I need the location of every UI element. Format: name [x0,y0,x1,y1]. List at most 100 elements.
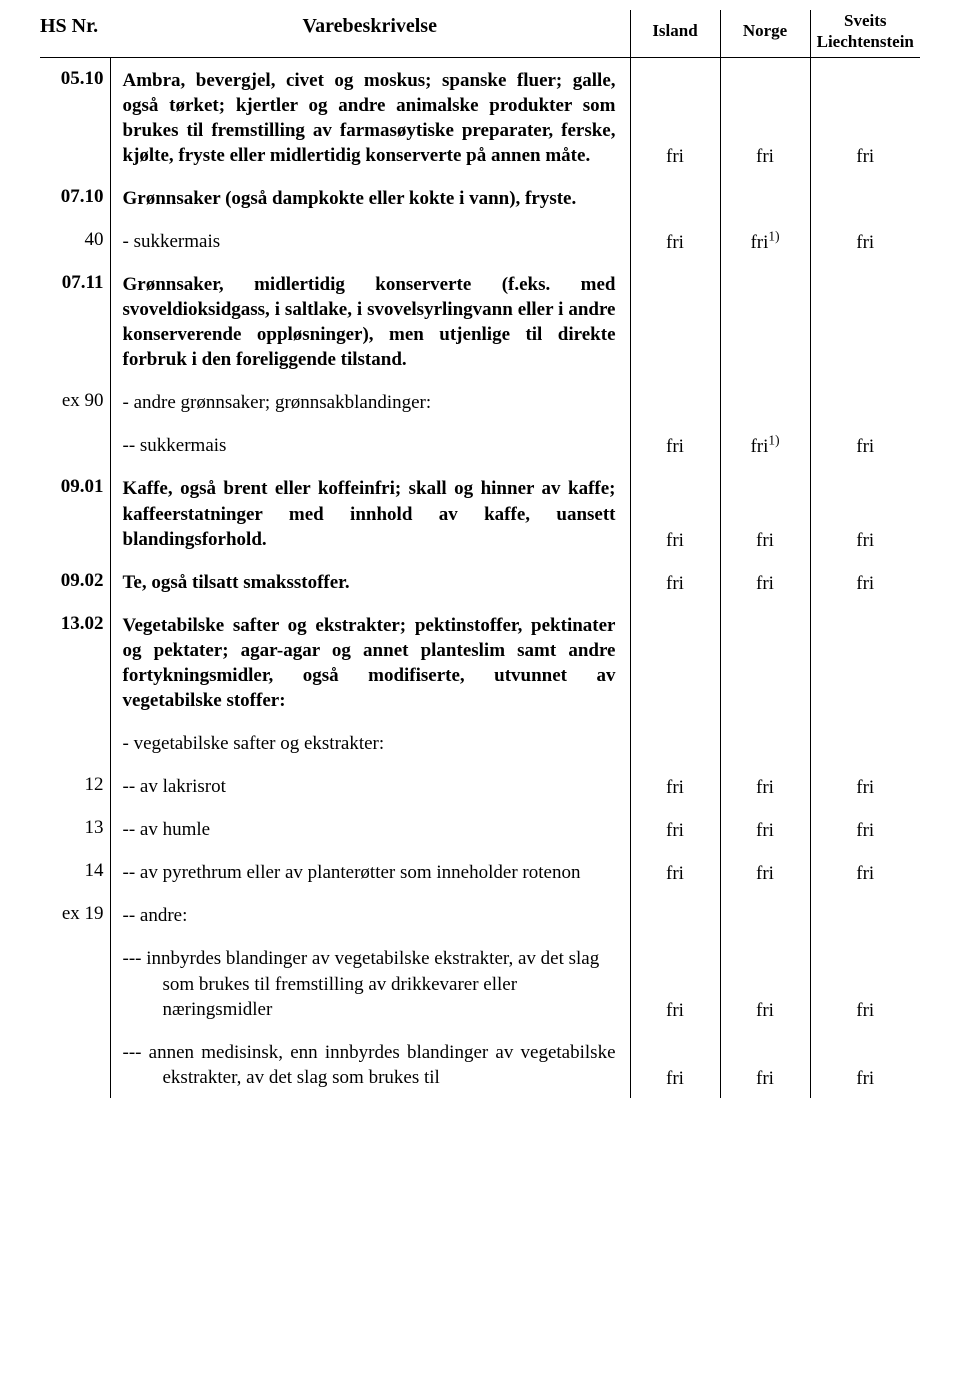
table-row: -- sukkermais fri fri1) fri [40,423,920,466]
header-swiss: Sveits Liechtenstein [810,10,920,57]
hs-code [40,423,110,466]
cell-norway: fri [720,57,810,176]
table-row: 09.02 Te, også tilsatt smaksstoffer. fri… [40,560,920,603]
hs-code: 09.01 [40,466,110,559]
hs-code: ex 90 [40,380,110,423]
row-description: Grønnsaker, midlertidig konserverte (f.e… [110,262,630,380]
row-description-text: --- annen medisinsk, enn innbyrdes bland… [123,1040,616,1090]
hs-code [40,1030,110,1098]
row-description: -- andre: [110,893,630,936]
cell-norway: fri [720,1030,810,1098]
hs-code: 07.11 [40,262,110,380]
row-description: Grønnsaker (også dampkokte eller kokte i… [110,176,630,219]
cell-swiss: fri [810,57,920,176]
table-row: 09.01 Kaffe, også brent eller koffeinfri… [40,466,920,559]
table-row: --- innbyrdes blandinger av vegetabilske… [40,936,920,1029]
cell-swiss [810,721,920,764]
hs-code: 07.10 [40,176,110,219]
table-row: 05.10 Ambra, bevergjel, civet og moskus;… [40,57,920,176]
hs-code: 13 [40,807,110,850]
cell-norway: fri [720,850,810,893]
cell-norway [720,603,810,721]
cell-swiss: fri [810,850,920,893]
cell-norway: fri [720,764,810,807]
cell-iceland: fri [630,423,720,466]
cell-iceland: fri [630,466,720,559]
hs-code: 40 [40,219,110,262]
cell-iceland [630,893,720,936]
header-iceland: Island [630,10,720,57]
cell-swiss: fri [810,466,920,559]
row-description: - andre grønnsaker; grønnsakblandinger: [110,380,630,423]
hs-code [40,936,110,1029]
header-hs: HS Nr. [40,10,110,57]
cell-norway: fri1) [720,219,810,262]
cell-iceland: fri [630,1030,720,1098]
cell-iceland: fri [630,560,720,603]
hs-code: 05.10 [40,57,110,176]
hs-code: 12 [40,764,110,807]
cell-iceland [630,176,720,219]
row-description: - sukkermais [110,219,630,262]
row-description: Kaffe, også brent eller koffeinfri; skal… [110,466,630,559]
table-row: - vegetabilske safter og ekstrakter: [40,721,920,764]
cell-norway: fri1) [720,423,810,466]
row-description-text: --- innbyrdes blandinger av vegetabilske… [123,946,616,1021]
cell-norway: fri [720,807,810,850]
row-description: -- av lakrisrot [110,764,630,807]
header-swiss-line2: Liechtenstein [817,32,914,51]
tariff-table: HS Nr. Varebeskrivelse Island Norge Svei… [40,10,920,1098]
cell-swiss: fri [810,219,920,262]
table-row: 40 - sukkermais fri fri1) fri [40,219,920,262]
hs-code: 14 [40,850,110,893]
table-row: 07.11 Grønnsaker, midlertidig konservert… [40,262,920,380]
cell-iceland [630,380,720,423]
cell-norway [720,893,810,936]
footnote-ref: 1) [768,229,779,244]
footnote-ref: 1) [768,433,779,448]
row-description: Te, også tilsatt smaksstoffer. [110,560,630,603]
cell-swiss: fri [810,936,920,1029]
row-description: -- av humle [110,807,630,850]
row-description: Ambra, bevergjel, civet og moskus; spans… [110,57,630,176]
row-description-text: -- av pyrethrum eller av planterøtter so… [123,860,616,885]
cell-norway: fri [720,466,810,559]
cell-norway [720,380,810,423]
table-row: 07.10 Grønnsaker (også dampkokte eller k… [40,176,920,219]
hs-code [40,721,110,764]
cell-norway [720,262,810,380]
cell-norway [720,721,810,764]
table-row: --- annen medisinsk, enn innbyrdes bland… [40,1030,920,1098]
page: HS Nr. Varebeskrivelse Island Norge Svei… [0,0,960,1118]
cell-iceland [630,262,720,380]
hs-code: 09.02 [40,560,110,603]
cell-swiss [810,380,920,423]
cell-iceland: fri [630,764,720,807]
cell-swiss [810,262,920,380]
cell-norway: fri [720,936,810,1029]
table-row: 13.02 Vegetabilske safter og ekstrakter;… [40,603,920,721]
cell-iceland [630,721,720,764]
table-row: 12 -- av lakrisrot fri fri fri [40,764,920,807]
hs-code: 13.02 [40,603,110,721]
cell-swiss: fri [810,423,920,466]
cell-norway [720,176,810,219]
table-row: 13 -- av humle fri fri fri [40,807,920,850]
header-description: Varebeskrivelse [110,10,630,57]
table-row: ex 90 - andre grønnsaker; grønnsakblandi… [40,380,920,423]
row-description: --- annen medisinsk, enn innbyrdes bland… [110,1030,630,1098]
header-swiss-line1: Sveits [844,11,887,30]
free-text: fri [750,436,768,457]
cell-iceland: fri [630,807,720,850]
cell-swiss: fri [810,764,920,807]
cell-iceland: fri [630,936,720,1029]
row-description: -- sukkermais [110,423,630,466]
cell-swiss [810,176,920,219]
table-row: ex 19 -- andre: [40,893,920,936]
row-description: Vegetabilske safter og ekstrakter; pekti… [110,603,630,721]
cell-swiss: fri [810,1030,920,1098]
row-description: - vegetabilske safter og ekstrakter: [110,721,630,764]
cell-norway: fri [720,560,810,603]
cell-iceland: fri [630,219,720,262]
cell-swiss: fri [810,560,920,603]
